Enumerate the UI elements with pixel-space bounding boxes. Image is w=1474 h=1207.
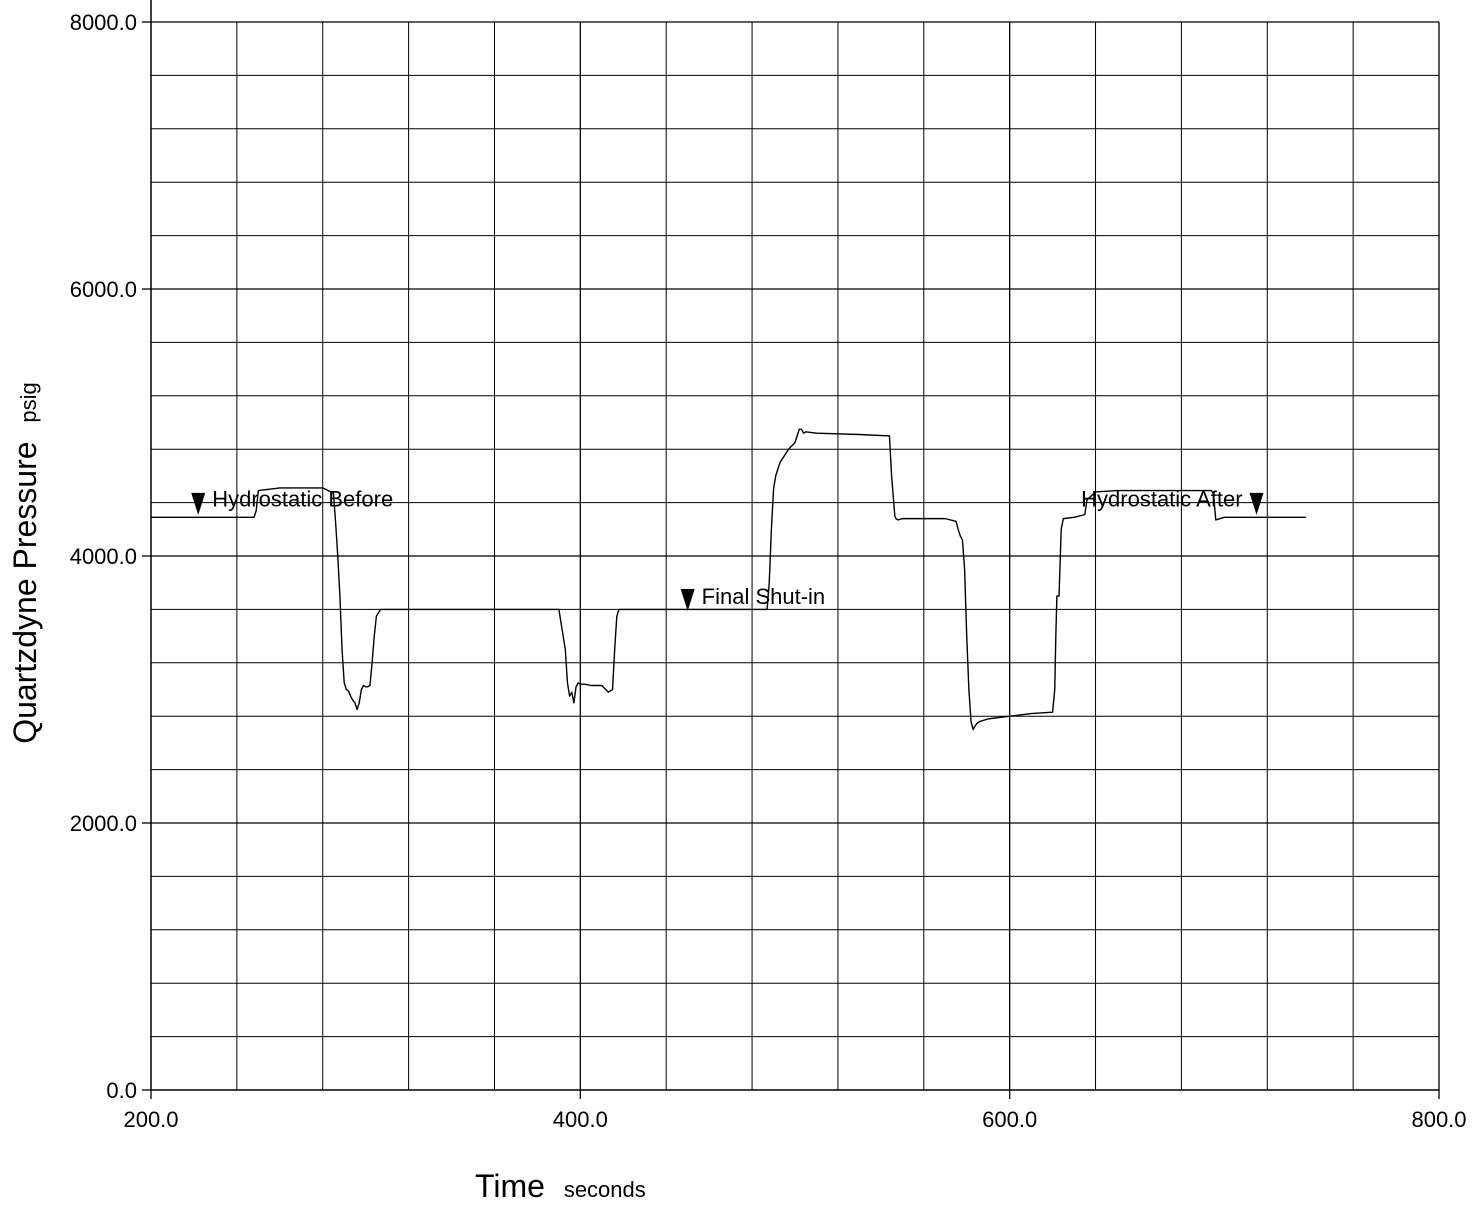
annotation-marker [191,492,206,515]
x-tick-label: 200.0 [123,1107,178,1132]
x-tick-label: 600.0 [982,1107,1037,1132]
x-tick-label: 400.0 [553,1107,608,1132]
y-tick-labels: 0.0 2000.0 4000.0 6000.0 8000.0 [70,10,151,1103]
x-tick-labels: 200.0 400.0 600.0 800.0 [123,1090,1467,1132]
axes [150,0,1439,1091]
y-tick-label: 8000.0 [70,10,137,35]
y-axis-label: Quartzdyne Pressure [7,441,43,743]
annotation-label: Hydrostatic After [1081,487,1242,512]
major-grid [151,21,1440,1090]
annotations-group: Hydrostatic Before Final Shut-in Hydrostat… [191,487,1264,612]
x-tick-label: 800.0 [1411,1107,1466,1132]
y-tick-label: 2000.0 [70,811,137,836]
x-axis-label: Time [475,1168,545,1204]
y-tick-label: 0.0 [106,1078,137,1103]
x-axis-unit: seconds [564,1177,646,1202]
x-axis-title: Time seconds [475,1168,646,1204]
y-tick-label: 6000.0 [70,277,137,302]
y-axis-unit: psig [16,382,41,422]
series-line-pressure [151,428,1306,731]
series-group [151,428,1306,731]
annotation-marker [1249,492,1264,515]
y-axis-title: Quartzdyne Pressure psig [7,382,43,744]
annotation-marker [680,589,695,612]
annotation-label: Final Shut-in [702,584,826,609]
annotation-label: Hydrostatic Before [212,487,393,512]
minor-grid [151,22,1439,1090]
y-tick-label: 4000.0 [70,544,137,569]
